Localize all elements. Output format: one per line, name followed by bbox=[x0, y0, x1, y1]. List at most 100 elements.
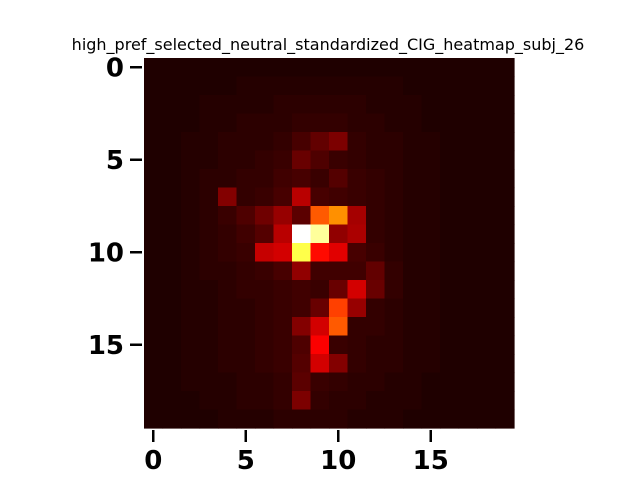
heatmap-cell bbox=[273, 372, 293, 392]
heatmap-cell bbox=[144, 409, 164, 429]
y-tick-label: 15 bbox=[88, 331, 124, 361]
heatmap-cell bbox=[292, 95, 312, 115]
heatmap-cell bbox=[384, 187, 404, 207]
heatmap-cell bbox=[181, 95, 201, 115]
heatmap-cell bbox=[403, 58, 423, 78]
heatmap-cell bbox=[403, 372, 423, 392]
heatmap-cell bbox=[347, 224, 367, 244]
heatmap-cell bbox=[218, 58, 238, 78]
heatmap-cell bbox=[495, 76, 515, 96]
heatmap-cell bbox=[144, 372, 164, 392]
heatmap-cell bbox=[403, 354, 423, 374]
heatmap-cell bbox=[347, 335, 367, 355]
heatmap-cell bbox=[440, 95, 460, 115]
heatmap-cell bbox=[181, 372, 201, 392]
heatmap-cell bbox=[292, 169, 312, 189]
heatmap-cell bbox=[366, 187, 386, 207]
heatmap-cell bbox=[421, 150, 441, 170]
heatmap-cell bbox=[218, 132, 238, 152]
heatmap-cell bbox=[162, 224, 182, 244]
heatmap-cell bbox=[421, 317, 441, 337]
heatmap-cell bbox=[495, 206, 515, 226]
heatmap-cell bbox=[458, 298, 478, 318]
heatmap-cell bbox=[366, 58, 386, 78]
heatmap-cell bbox=[292, 113, 312, 133]
heatmap-cell bbox=[458, 58, 478, 78]
heatmap-cell bbox=[440, 58, 460, 78]
heatmap-cell bbox=[236, 409, 256, 429]
heatmap-cell bbox=[347, 150, 367, 170]
heatmap-cell bbox=[366, 113, 386, 133]
heatmap-cell bbox=[421, 95, 441, 115]
heatmap-cell bbox=[440, 132, 460, 152]
heatmap-cell bbox=[144, 58, 164, 78]
heatmap-cell bbox=[403, 76, 423, 96]
heatmap-cell bbox=[218, 113, 238, 133]
heatmap-cell bbox=[384, 317, 404, 337]
heatmap-cell bbox=[329, 58, 349, 78]
heatmap-cell bbox=[199, 95, 219, 115]
heatmap-cell bbox=[495, 261, 515, 281]
heatmap-cell bbox=[384, 113, 404, 133]
heatmap-cell bbox=[236, 150, 256, 170]
heatmap-cell bbox=[458, 206, 478, 226]
heatmap-cell bbox=[181, 280, 201, 300]
heatmap-cell bbox=[292, 335, 312, 355]
heatmap-cell bbox=[273, 58, 293, 78]
heatmap-cell bbox=[329, 409, 349, 429]
heatmap-cell bbox=[477, 169, 497, 189]
heatmap-cell bbox=[329, 243, 349, 263]
heatmap-cell bbox=[199, 169, 219, 189]
heatmap-cell bbox=[236, 280, 256, 300]
heatmap-cell bbox=[199, 335, 219, 355]
heatmap-cell bbox=[403, 409, 423, 429]
heatmap-cell bbox=[292, 280, 312, 300]
heatmap-cell bbox=[199, 409, 219, 429]
chart-title: high_pref_selected_neutral_standardized_… bbox=[72, 35, 585, 55]
heatmap-cell bbox=[255, 95, 275, 115]
heatmap-cell bbox=[310, 354, 330, 374]
heatmap-cell bbox=[181, 187, 201, 207]
x-tick-label: 15 bbox=[413, 446, 449, 476]
heatmap-cell bbox=[421, 280, 441, 300]
heatmap-cell bbox=[347, 113, 367, 133]
heatmap-cell bbox=[310, 317, 330, 337]
heatmap-cell bbox=[292, 224, 312, 244]
heatmap-cell bbox=[162, 187, 182, 207]
heatmap-cell bbox=[384, 95, 404, 115]
heatmap-cell bbox=[477, 206, 497, 226]
heatmap-cell bbox=[458, 243, 478, 263]
heatmap-cell bbox=[218, 95, 238, 115]
heatmap-cell bbox=[403, 113, 423, 133]
heatmap-cell bbox=[236, 95, 256, 115]
heatmap-cell bbox=[199, 354, 219, 374]
heatmap-cell bbox=[218, 243, 238, 263]
heatmap-cell bbox=[347, 187, 367, 207]
heatmap-cell bbox=[329, 95, 349, 115]
heatmap-cell bbox=[384, 298, 404, 318]
heatmap-cell bbox=[218, 150, 238, 170]
heatmap-cell bbox=[458, 409, 478, 429]
heatmap-cell bbox=[421, 409, 441, 429]
heatmap-cell bbox=[366, 317, 386, 337]
heatmap-cell bbox=[403, 317, 423, 337]
heatmap-cell bbox=[440, 354, 460, 374]
heatmap-cell bbox=[421, 76, 441, 96]
heatmap-cell bbox=[236, 187, 256, 207]
heatmap-cell bbox=[310, 409, 330, 429]
heatmap-cell bbox=[384, 335, 404, 355]
heatmap-cell bbox=[477, 132, 497, 152]
heatmap-cell bbox=[218, 317, 238, 337]
heatmap-cell bbox=[218, 224, 238, 244]
y-tick-label: 10 bbox=[88, 238, 124, 268]
heatmap-cell bbox=[366, 169, 386, 189]
heatmap-cell bbox=[273, 243, 293, 263]
heatmap-cell bbox=[199, 187, 219, 207]
heatmap-cell bbox=[329, 76, 349, 96]
heatmap-cell bbox=[310, 187, 330, 207]
heatmap-cell bbox=[329, 169, 349, 189]
heatmap-cell bbox=[477, 409, 497, 429]
heatmap-cell bbox=[458, 261, 478, 281]
heatmap-cell bbox=[218, 169, 238, 189]
heatmap-cell bbox=[162, 372, 182, 392]
